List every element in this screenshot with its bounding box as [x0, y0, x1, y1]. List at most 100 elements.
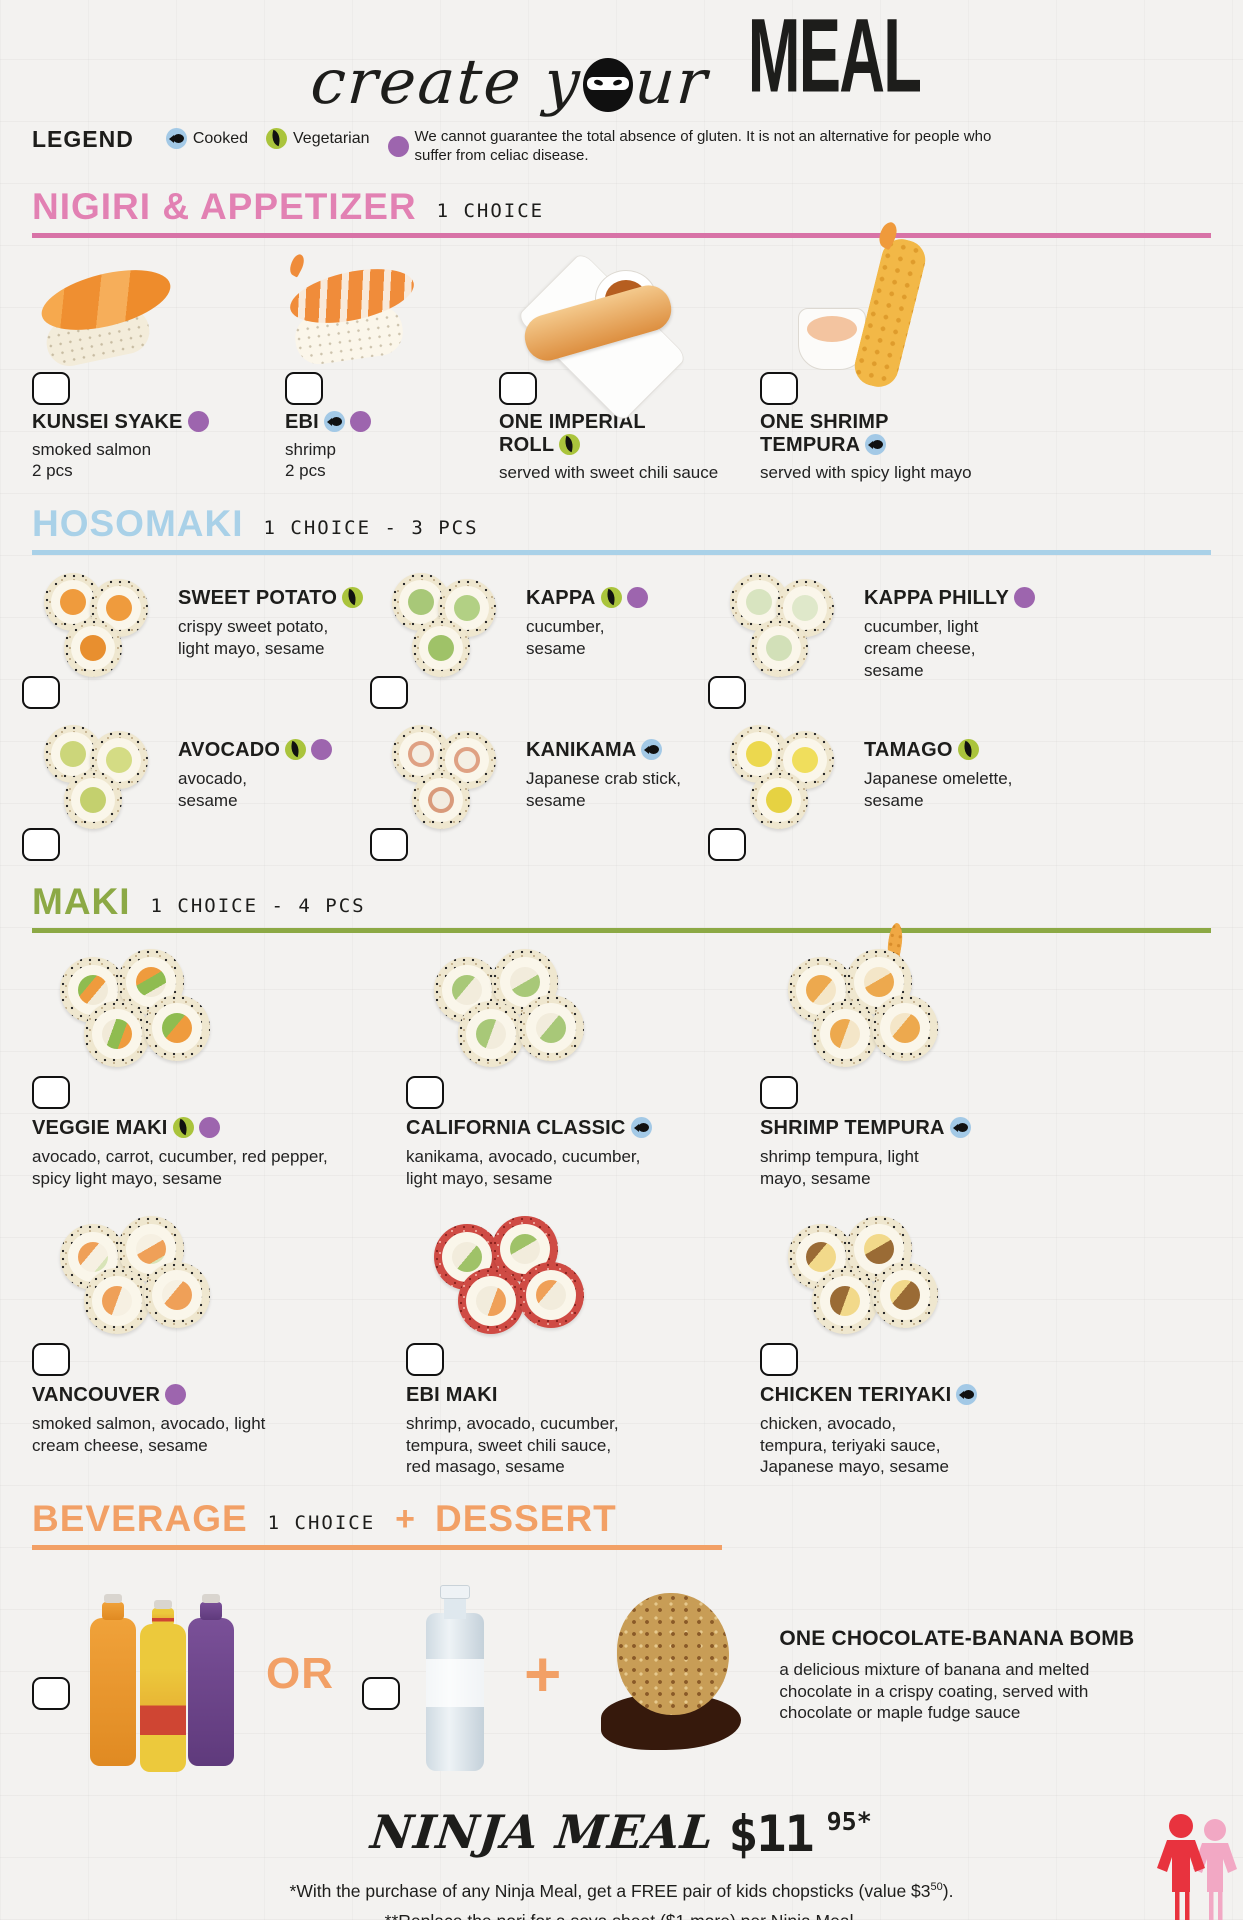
title-script-post: ur	[632, 45, 712, 118]
checkbox-avocado[interactable]	[22, 828, 60, 862]
item-desc: sesame	[526, 791, 586, 810]
checkbox-sweet-potato[interactable]	[22, 676, 60, 710]
item-name: AVOCADO	[178, 739, 333, 762]
cooked-icon	[956, 1383, 978, 1405]
gluten-icon	[187, 410, 209, 432]
maki-divider	[32, 928, 1211, 934]
beverage-divider	[32, 1545, 722, 1550]
item-name: SHRIMP TEMPURA	[760, 1117, 1211, 1140]
menu-item-kappa-philly: KAPPA PHILLY cucumber, light cream chees…	[708, 573, 1211, 710]
checkbox-ebi[interactable]	[285, 371, 323, 405]
menu-item-kappa: KAPPA cucumber, sesame	[370, 573, 718, 710]
checkbox-vancouver[interactable]	[32, 1342, 70, 1376]
item-desc: sesame	[864, 660, 924, 680]
item-name: ONE IMPERIAL ROLL	[499, 410, 646, 456]
cooked-icon	[641, 739, 663, 761]
kunsei-syake-image	[32, 252, 285, 380]
title-script-pre: create y	[307, 45, 584, 118]
item-name: ONE CHOCOLATE-BANANA BOMB	[779, 1626, 1135, 1650]
section-title-beverage: BEVERAGE	[32, 1498, 248, 1539]
kappa-philly-image	[708, 573, 850, 710]
cooked-icon	[865, 433, 887, 455]
menu-item-imperial-roll: ONE IMPERIAL ROLL served with sweet chil…	[499, 250, 760, 484]
section-title-maki: MAKI	[32, 881, 131, 923]
menu-item-shrimp-tempura-app: ONE SHRIMP TEMPURA served with spicy lig…	[760, 219, 1211, 484]
checkbox-kappa-philly[interactable]	[708, 676, 746, 710]
ebi-image	[285, 251, 499, 380]
item-name: CALIFORNIA CLASSIC	[406, 1117, 760, 1140]
checkbox-kanikama[interactable]	[370, 828, 408, 862]
water-bottle-image	[418, 1576, 490, 1771]
price-line: NINJA MEAL $11 95*	[0, 1805, 1243, 1863]
menu-item-kanikama: KANIKAMA Japanese crab stick, sesame	[370, 725, 718, 862]
item-desc: served with sweet chili sauce	[499, 462, 719, 482]
gluten-icon	[626, 587, 648, 609]
checkbox-california-classic[interactable]	[406, 1076, 444, 1110]
chicken-teriyaki-image	[760, 1215, 970, 1376]
sweet-potato-image	[22, 573, 164, 710]
checkbox-tamago[interactable]	[708, 828, 746, 862]
section-title-nigiri: NIGIRI & APPETIZER	[32, 185, 417, 227]
nigiri-items: KUNSEI SYAKE smoked salmon 2 pcs EBI shr…	[0, 219, 1243, 484]
item-desc: sesame	[526, 639, 586, 658]
checkbox-juice[interactable]	[32, 1677, 70, 1710]
veggie-maki-image	[32, 949, 242, 1110]
california-classic-image	[406, 949, 616, 1110]
nigiri-choice-label: 1 CHOICE	[436, 199, 545, 222]
item-desc: sesame	[178, 791, 238, 810]
juice-bottles-image	[88, 1581, 238, 1772]
item-name: VEGGIE MAKI	[32, 1117, 406, 1140]
hosomaki-choice-label: 1 CHOICE - 3 PCS	[263, 517, 479, 540]
checkbox-water[interactable]	[362, 1677, 400, 1710]
item-desc: served with spicy light mayo	[760, 462, 972, 482]
item-desc: mayo, sesame	[760, 1169, 871, 1188]
item-desc: light mayo, sesame	[178, 639, 325, 658]
item-desc: cucumber,	[526, 617, 605, 637]
item-name: ONE SHRIMP TEMPURA	[760, 410, 889, 456]
ebi-maki-image	[406, 1215, 616, 1376]
item-name: EBI	[285, 410, 470, 434]
checkbox-ebi-maki[interactable]	[406, 1342, 444, 1376]
checkbox-chicken-teriyaki[interactable]	[760, 1342, 798, 1376]
menu-item-avocado: AVOCADO avocado, sesame	[22, 725, 380, 862]
item-desc: avocado,	[178, 769, 247, 789]
menu-item-california-classic: CALIFORNIA CLASSIC kanikama, avocado, cu…	[406, 949, 760, 1190]
cooked-icon	[323, 410, 345, 432]
price-dollars: $11	[728, 1805, 814, 1863]
item-desc: smoked salmon	[32, 439, 152, 459]
item-name: EBI MAKI	[406, 1383, 498, 1406]
item-desc: kanikama, avocado, cucumber,	[406, 1147, 641, 1167]
item-desc: a delicious mixture of banana and melted	[779, 1659, 1090, 1679]
shrimp-tempura-maki-image	[760, 922, 970, 1110]
ninja-kids-illustration	[1157, 1814, 1237, 1920]
vegetarian-icon	[957, 739, 979, 761]
item-desc: Japanese omelette,	[864, 769, 1013, 789]
hosomaki-items: SWEET POTATO crispy sweet potato, light …	[0, 573, 1243, 862]
item-desc: chocolate in a crispy coating, served wi…	[779, 1681, 1089, 1701]
item-name: KANIKAMA	[526, 739, 681, 762]
checkbox-imperial-roll[interactable]	[499, 371, 537, 405]
maki-choice-label: 1 CHOICE - 4 PCS	[150, 895, 366, 918]
gluten-note-text: We cannot guarantee the total absence of…	[414, 128, 992, 164]
cooked-icon	[630, 1117, 652, 1139]
menu-item-vancouver: VANCOUVER smoked salmon, avocado, light …	[32, 1215, 406, 1478]
section-title-hosomaki: HOSOMAKI	[32, 503, 244, 545]
ninja-meal-label: NINJA MEAL	[368, 1805, 718, 1859]
item-desc: tempura, teriyaki sauce,	[760, 1435, 941, 1455]
item-desc: spicy light mayo, sesame	[32, 1169, 222, 1188]
item-desc: cucumber, light	[864, 617, 979, 637]
item-desc: 2 pcs	[285, 461, 326, 481]
chocolate-banana-bomb-image	[595, 1591, 755, 1756]
checkbox-shrimp-tempura-app[interactable]	[760, 371, 798, 405]
checkbox-kunsei-syake[interactable]	[32, 371, 70, 405]
item-name: CHICKEN TERIYAKI	[760, 1383, 1211, 1407]
menu-item-shrimp-tempura-maki: SHRIMP TEMPURA shrimp tempura, light may…	[760, 922, 1211, 1190]
checkbox-kappa[interactable]	[370, 676, 408, 710]
vegetarian-icon	[172, 1117, 194, 1139]
item-desc: tempura, sweet chili sauce,	[406, 1435, 612, 1455]
checkbox-shrimp-tempura-maki[interactable]	[760, 1076, 798, 1110]
footnote-2: **Replace the nori for a soya sheet ($1 …	[0, 1907, 1243, 1920]
item-desc: avocado, carrot, cucumber, red pepper,	[32, 1147, 328, 1167]
checkbox-veggie-maki[interactable]	[32, 1076, 70, 1110]
item-desc: shrimp, avocado, cucumber,	[406, 1413, 619, 1433]
